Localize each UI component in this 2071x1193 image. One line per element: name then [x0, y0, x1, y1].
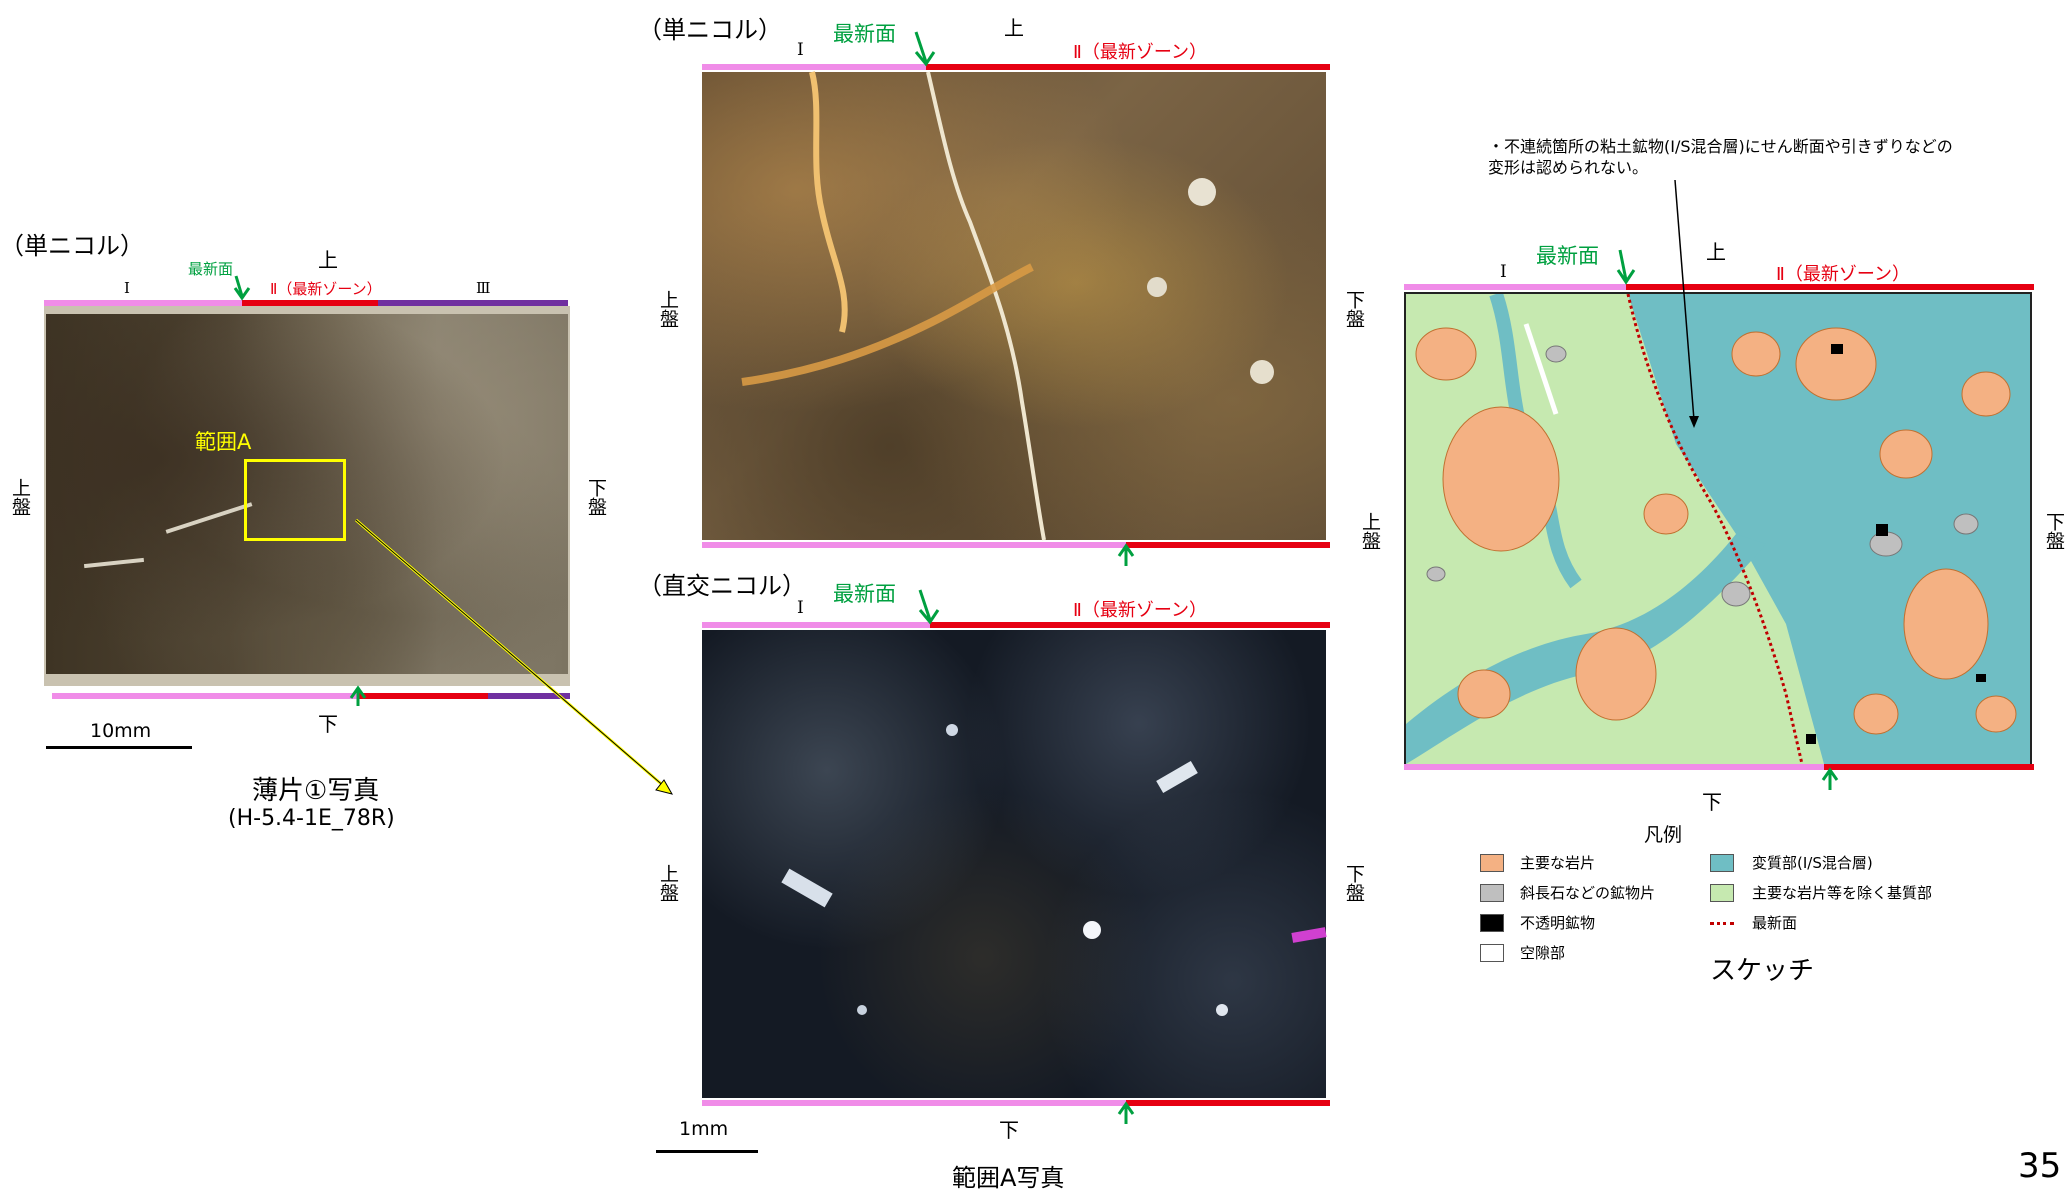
sketch-bottom-label: 下: [1702, 790, 1722, 814]
scale-10mm-label: 10mm: [90, 720, 152, 742]
legend-rock-fragment-label: 主要な岩片: [1520, 854, 1596, 872]
range-a-box: [244, 459, 346, 541]
legend-mineral-fragment-swatch: [1480, 884, 1504, 902]
middle-bottom-zone1-label: Ⅰ: [797, 598, 804, 618]
middle-bottom-newest-plane-arrow: [918, 589, 940, 625]
left-bottom-label: 下: [318, 712, 338, 736]
legend-matrix-swatch: [1710, 884, 1734, 902]
thin-section-caption: 薄片①写真: [252, 776, 380, 806]
middle-top-zone2-label: Ⅱ（最新ゾーン）: [1073, 42, 1207, 63]
legend-newest-plane-label: 最新面: [1752, 914, 1798, 932]
legend-altered-swatch: [1710, 854, 1734, 872]
left-single-nicol-label: （単ニコル）: [0, 232, 144, 260]
legend-title: 凡例: [1644, 824, 1683, 846]
range-a-caption: 範囲A写真: [952, 1164, 1065, 1192]
middle-top-newest-plane-arrow: [914, 31, 936, 67]
left-newest-plane-arrow: [233, 275, 251, 301]
sketch-zone2-bar: [1626, 284, 2034, 290]
middle-bottom-label: 下: [999, 1118, 1019, 1142]
sketch-zone1-label: Ⅰ: [1500, 262, 1507, 282]
legend-pore-swatch: [1480, 944, 1504, 962]
middle-bottom-bottom-newest-plane-arrow: [1117, 1101, 1135, 1124]
range-a-leader-arrowhead: [655, 779, 674, 795]
left-zone3-label: Ⅲ: [476, 279, 491, 297]
middle-bottom-foot-wall-label: 下盤: [1343, 864, 1365, 902]
sketch-caption: スケッチ: [1710, 956, 1815, 986]
legend-newest-plane-swatch: [1710, 922, 1734, 925]
left-zone2-bar: [242, 300, 378, 306]
sketch-newest-plane-arrow: [1616, 249, 1636, 285]
middle-top-bottom-zone1-bar: [702, 542, 1126, 548]
legend-altered-label: 変質部(I/S混合層): [1752, 854, 1873, 872]
middle-top-zone2-bar: [926, 64, 1330, 70]
thin-section-photo: [44, 306, 570, 686]
range-a-crossed-nicol-photo: [702, 630, 1327, 1098]
middle-top-foot-wall-label: 下盤: [1343, 290, 1365, 328]
left-foot-wall-label: 下盤: [585, 478, 607, 516]
left-bottom-newest-plane-arrow: [349, 685, 367, 706]
middle-bottom-bottom-zone2-bar: [1126, 1100, 1330, 1106]
sketch-drawing: [1404, 292, 2032, 766]
sketch-bottom-zone1-bar: [1404, 764, 1824, 770]
left-newest-plane-label: 最新面: [188, 260, 234, 278]
crossed-nicol-label: （直交ニコル）: [638, 572, 806, 600]
middle-bottom-newest-plane-label: 最新面: [833, 582, 896, 606]
legend-mineral-fragment-label: 斜長石などの鉱物片: [1520, 884, 1656, 902]
left-bottom-zone3-bar: [488, 693, 570, 699]
middle-bottom-bottom-zone1-bar: [702, 1100, 1126, 1106]
sketch-hanging-wall-label: 上盤: [1359, 512, 1381, 550]
middle-top-label: 上: [1004, 16, 1024, 40]
middle-bottom-zone1-bar: [702, 622, 930, 628]
sketch-zone1-bar: [1404, 284, 1626, 290]
sketch-bottom-newest-plane-arrow: [1821, 767, 1839, 790]
middle-top-zone1-label: Ⅰ: [797, 40, 804, 60]
legend-pore-label: 空隙部: [1520, 944, 1566, 962]
legend-matrix-label: 主要な岩片等を除く基質部: [1752, 884, 1933, 902]
middle-bottom-zone2-bar: [930, 622, 1330, 628]
sketch-newest-plane-label: 最新面: [1536, 244, 1599, 268]
legend-rock-fragment-swatch: [1480, 854, 1504, 872]
scale-10mm-bar: [46, 746, 192, 749]
left-zone3-bar: [378, 300, 568, 306]
left-zone1-bar: [44, 300, 242, 306]
middle-top-zone1-bar: [702, 64, 926, 70]
scale-1mm-label: 1mm: [679, 1118, 729, 1140]
range-a-label: 範囲A: [195, 430, 252, 454]
left-bottom-zone1-bar: [52, 693, 358, 699]
middle-top-hanging-wall-label: 上盤: [657, 290, 679, 328]
middle-single-nicol-label: （単ニコル）: [638, 16, 782, 44]
legend-opaque-mineral-swatch: [1480, 914, 1504, 932]
sketch-foot-wall-label: 下盤: [2043, 512, 2065, 550]
left-zone2-label: Ⅱ（最新ゾーン）: [270, 280, 382, 298]
left-bottom-zone2-bar: [358, 693, 488, 699]
sketch-bottom-zone2-bar: [1824, 764, 2034, 770]
scale-1mm-bar: [656, 1150, 758, 1153]
sketch-top-label: 上: [1706, 240, 1726, 264]
left-top-label: 上: [318, 248, 338, 272]
range-a-single-nicol-photo: [702, 71, 1326, 541]
middle-bottom-hanging-wall-label: 上盤: [657, 864, 679, 902]
middle-top-bottom-zone2-bar: [1126, 542, 1330, 548]
legend-opaque-mineral-label: 不透明鉱物: [1520, 914, 1596, 932]
page-number: 35: [2018, 1146, 2062, 1186]
left-zone1-label: Ⅰ: [124, 279, 130, 297]
middle-top-newest-plane-label: 最新面: [833, 22, 896, 46]
thin-section-id: (H-5.4-1E_78R): [228, 806, 395, 831]
sketch-zone2-label: Ⅱ（最新ゾーン）: [1776, 264, 1910, 285]
middle-bottom-zone2-label: Ⅱ（最新ゾーン）: [1073, 600, 1207, 621]
middle-top-bottom-newest-plane-arrow: [1117, 543, 1135, 566]
left-hanging-wall-label: 上盤: [9, 478, 31, 516]
sketch-note: ・不連続箇所の粘土鉱物(I/S混合層)にせん断面や引きずりなどの変形は認められな…: [1488, 137, 1953, 177]
